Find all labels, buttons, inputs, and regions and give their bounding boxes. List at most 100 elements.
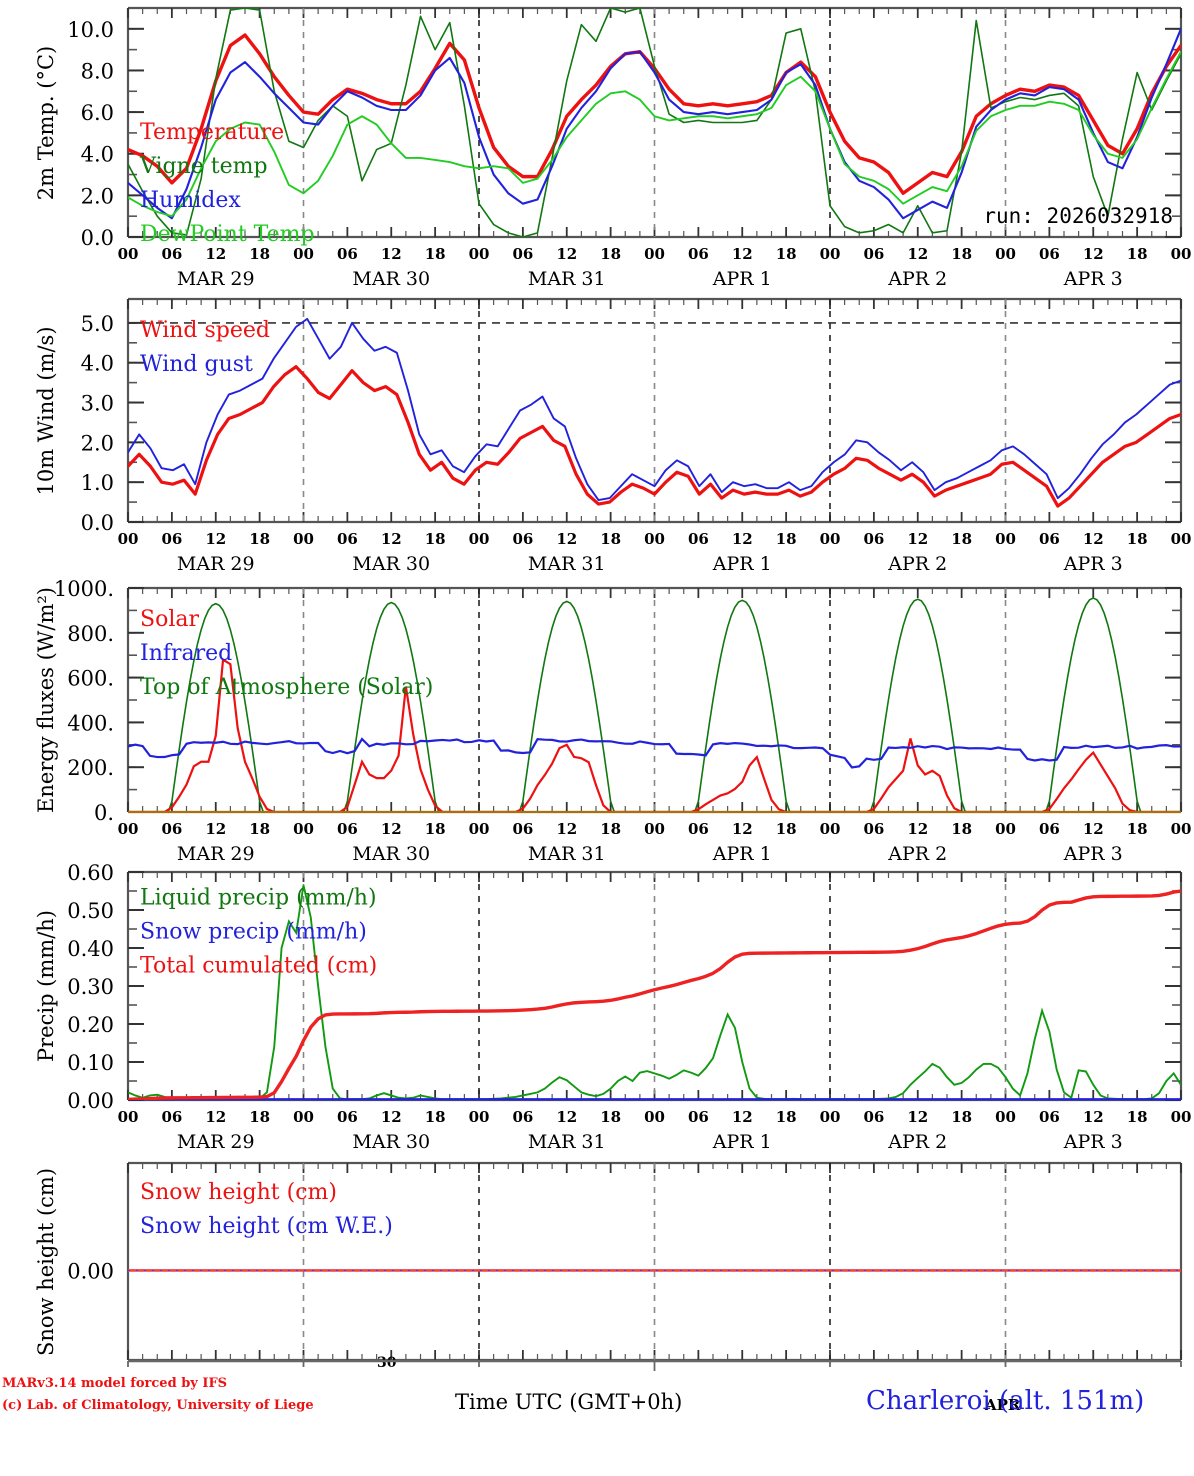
x-day-label: MAR 30 (352, 268, 430, 290)
y-tick-label: 0.0 (81, 226, 114, 250)
x-tick-label: 12 (381, 530, 402, 548)
footer-overlap-30-label: 30 (377, 1355, 397, 1371)
y-tick-label: 1.0 (81, 471, 114, 495)
x-tick-label: 18 (951, 245, 972, 263)
x-tick-label: 18 (1127, 820, 1148, 838)
x-tick-label: 12 (907, 530, 928, 548)
x-tick-label: 06 (1039, 820, 1060, 838)
legend-label-top-of-atmosphere-solar: Top of Atmosphere (Solar) (140, 675, 433, 700)
y-tick-label: 10.0 (67, 18, 114, 42)
y-tick-label: 0.0 (81, 511, 114, 535)
x-day-label: APR 2 (887, 843, 947, 865)
y-tick-label: 400. (67, 711, 114, 735)
x-tick-label: 00 (1171, 245, 1192, 263)
legend-label-dewpoint-temp: DewPoint Temp (140, 222, 315, 247)
x-day-label: APR 3 (1063, 553, 1123, 575)
y-tick-label: 0.60 (67, 861, 114, 885)
x-tick-label: 00 (469, 530, 490, 548)
x-tick-label: 12 (205, 530, 226, 548)
x-day-label: APR 1 (712, 268, 772, 290)
x-tick-label: 18 (951, 820, 972, 838)
y-tick-label: 5.0 (81, 312, 114, 336)
y-axis-title-snow: Snow height (cm) (34, 1167, 58, 1356)
x-tick-label: 06 (688, 1108, 709, 1126)
y-tick-label: 0.20 (67, 1013, 114, 1037)
x-tick-label: 00 (644, 820, 665, 838)
x-tick-label: 12 (907, 820, 928, 838)
legend-label-solar: Solar (140, 607, 199, 632)
y-axis-title-wind: 10m Wind (m/s) (34, 325, 58, 496)
x-day-label: MAR 30 (352, 843, 430, 865)
y-tick-label: 4.0 (81, 352, 114, 376)
x-day-label: APR 1 (712, 843, 772, 865)
x-tick-label: 00 (1171, 1108, 1192, 1126)
legend-label-infrared: Infrared (140, 641, 232, 666)
x-tick-label: 12 (1083, 245, 1104, 263)
x-tick-label: 18 (600, 530, 621, 548)
chart-panel-precip: 0.00 0.10 0.20 0.30 0.40 0.50 0.60 00 06 12 18 00 06… (0, 861, 1194, 1216)
legend-label-liquid-precip-mm-h: Liquid precip (mm/h) (140, 885, 377, 910)
y-tick-label: 6.0 (81, 101, 114, 125)
chart-panel-wind: 0.0 1.0 2.0 3.0 4.0 5.0 00 06 12 18 00 06 12 18 00 06 12… (0, 295, 1194, 638)
x-tick-label: 18 (249, 820, 270, 838)
y-tick-label: 4.0 (81, 143, 114, 167)
x-tick-label: 12 (556, 530, 577, 548)
x-tick-label: 18 (600, 1108, 621, 1126)
x-tick-label: 06 (337, 1108, 358, 1126)
x-tick-label: 12 (381, 1108, 402, 1126)
y-tick-label: 0.00 (67, 1259, 114, 1283)
legend-label-snow-height-cm-w-e: Snow height (cm W.E.) (140, 1214, 393, 1239)
x-tick-label: 12 (907, 245, 928, 263)
x-tick-label: 12 (732, 530, 753, 548)
series-line-wind-gust (128, 317, 1181, 502)
y-tick-label: 800. (67, 622, 114, 646)
y-tick-label: 1000. (54, 577, 114, 601)
y-tick-label: 0.00 (67, 1089, 114, 1113)
legend-label-snow-height-cm: Snow height (cm) (140, 1180, 337, 1205)
x-tick-label: 12 (205, 245, 226, 263)
footer-overlap-apr-label: APR (985, 1396, 1021, 1414)
x-day-label: MAR 31 (528, 1131, 606, 1153)
x-tick-label: 12 (556, 820, 577, 838)
x-tick-label: 12 (1083, 530, 1104, 548)
x-day-label: MAR 29 (177, 268, 255, 290)
x-tick-label: 00 (995, 245, 1016, 263)
y-tick-label: 3.0 (81, 392, 114, 416)
x-tick-label: 00 (118, 820, 139, 838)
x-day-label: MAR 31 (528, 268, 606, 290)
x-tick-label: 06 (863, 530, 884, 548)
x-day-label: APR 2 (887, 553, 947, 575)
x-tick-label: 18 (249, 245, 270, 263)
x-tick-label: 00 (469, 1108, 490, 1126)
x-day-label: MAR 31 (528, 843, 606, 865)
footer-credit-line1: MARv3.14 model forced by IFS (2, 1376, 228, 1391)
series-line-dewpoint-temp (128, 50, 1181, 218)
x-tick-label: 18 (600, 245, 621, 263)
x-tick-label: 12 (732, 820, 753, 838)
x-tick-label: 12 (1083, 1108, 1104, 1126)
x-tick-label: 18 (249, 530, 270, 548)
x-tick-label: 06 (688, 820, 709, 838)
x-tick-label: 00 (995, 820, 1016, 838)
x-tick-label: 18 (425, 245, 446, 263)
x-day-label: MAR 29 (177, 553, 255, 575)
x-tick-label: 06 (1039, 530, 1060, 548)
station-location-label: Charleroi (alt. 151m) (866, 1386, 1145, 1416)
x-tick-label: 06 (688, 245, 709, 263)
x-tick-label: 12 (732, 245, 753, 263)
y-tick-label: 0. (94, 801, 114, 825)
x-tick-label: 00 (293, 245, 314, 263)
legend-label-wind-speed: Wind speed (140, 318, 270, 343)
x-tick-label: 06 (1039, 1108, 1060, 1126)
x-tick-label: 00 (118, 245, 139, 263)
y-axis-title-precip: Precip (mm/h) (34, 909, 58, 1063)
x-tick-label: 06 (512, 530, 533, 548)
x-tick-label: 18 (425, 1108, 446, 1126)
x-tick-label: 00 (1171, 530, 1192, 548)
bottom-axis-rule (0, 1355, 1194, 1375)
x-tick-label: 06 (337, 530, 358, 548)
x-day-label: APR 3 (1063, 843, 1123, 865)
x-day-label: MAR 29 (177, 843, 255, 865)
series-line-total-cumulated (128, 889, 1181, 1100)
x-tick-label: 18 (600, 820, 621, 838)
